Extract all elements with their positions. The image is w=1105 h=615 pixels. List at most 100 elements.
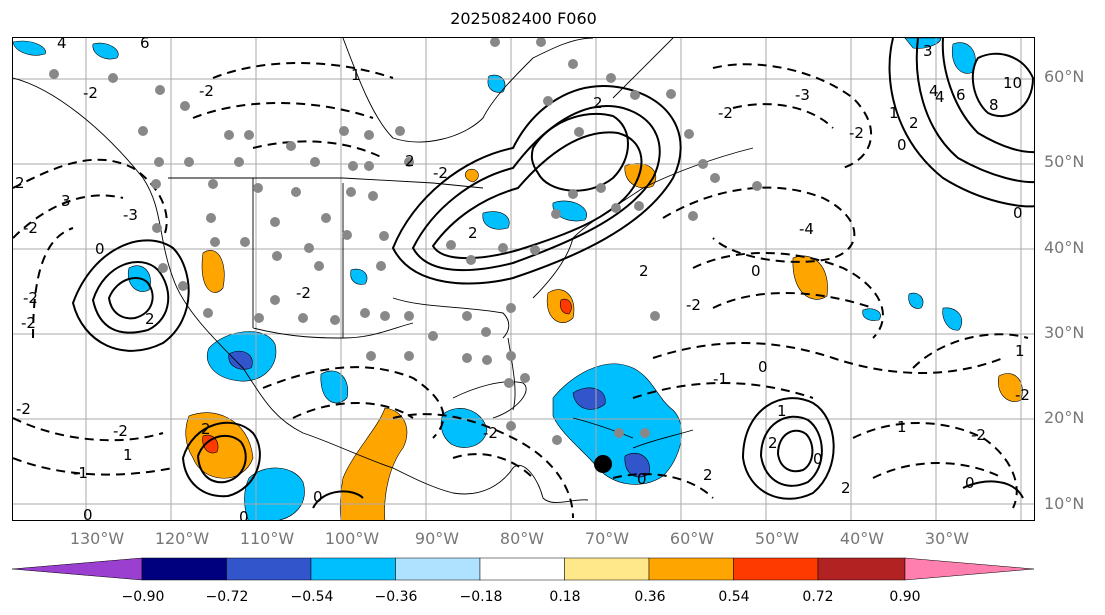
contour-lines [71,38,1034,509]
svg-text:0: 0 [965,474,975,492]
svg-text:-1: -1 [713,370,728,388]
lat-label-50n: 50°N [1044,152,1085,171]
svg-text:2: 2 [768,434,778,452]
dashed-contours [13,62,1029,519]
svg-text:2: 2 [145,310,155,328]
lon-label-90w: 90°W [414,529,460,548]
svg-text:10: 10 [1003,74,1022,92]
observation-dots [49,38,762,445]
lat-label-60n: 60°N [1044,67,1085,86]
svg-text:-3: -3 [795,86,810,104]
lon-label-30w: 30°W [924,529,970,548]
colorbar-swatch-2 [226,557,312,581]
colorbar-tick: 0.36 [634,589,666,605]
svg-text:0: 0 [751,262,761,280]
lon-label-40w: 40°W [839,529,885,548]
colorbar-swatch-8 [733,557,819,581]
svg-text:-3: -3 [123,206,138,224]
colorbar-swatch-9 [817,557,906,581]
svg-text:2: 2 [639,262,649,280]
svg-text:0: 0 [637,470,647,488]
svg-text:1: 1 [897,418,907,436]
map-canvas: 4 6 -2 -2 2 1 -2 2 -2 3 -3 -2 0 2 -2 2 -… [13,38,1034,521]
svg-text:-2: -2 [199,82,214,100]
svg-text:-2: -2 [971,426,986,444]
svg-text:0: 0 [95,240,105,258]
map-title: 2025082400 F060 [450,9,597,28]
svg-text:0: 0 [897,136,907,154]
colorbar-tick: 0.90 [889,589,921,605]
svg-text:-2: -2 [1015,386,1030,404]
svg-text:3: 3 [923,42,933,60]
svg-text:2: 2 [15,174,25,192]
svg-text:4: 4 [57,38,67,52]
svg-text:1: 1 [777,402,787,420]
svg-text:4: 4 [935,88,945,106]
svg-text:-1: -1 [73,464,88,482]
svg-text:-2: -2 [849,124,864,142]
svg-text:-2: -2 [483,424,498,442]
svg-text:-2: -2 [113,422,128,440]
svg-text:0: 0 [758,358,768,376]
svg-text:0: 0 [239,508,249,521]
graticule [13,38,1034,520]
svg-text:-2: -2 [21,314,36,332]
lat-label-40n: 40°N [1044,238,1085,257]
svg-text:2: 2 [468,224,478,242]
svg-text:-2: -2 [686,296,701,314]
colorbar-swatch-6 [564,557,650,581]
svg-text:-2: -2 [296,284,311,302]
colorbar-tick: −0.18 [459,589,503,605]
lon-label-70w: 70°W [584,529,630,548]
lon-label-50w: 50°W [754,529,800,548]
colorbar-swatch-4 [395,557,481,581]
colorbar-tick: 0.18 [549,589,581,605]
storm-center-marker [594,455,612,473]
svg-text:0: 0 [1013,204,1023,222]
colorbar-swatch-10 [904,557,1035,581]
colorbar-tick: −0.36 [374,589,418,605]
colorbar-swatch-5 [479,557,565,581]
svg-text:-2: -2 [718,104,733,122]
svg-text:-2: -2 [23,219,38,237]
svg-text:1: 1 [123,446,133,464]
lat-label-10n: 10°N [1044,494,1085,513]
svg-text:3: 3 [61,192,71,210]
svg-text:8: 8 [989,96,999,114]
lon-label-80w: 80°W [499,529,545,548]
map-panel[interactable]: 4 6 -2 -2 2 1 -2 2 -2 3 -3 -2 0 2 -2 2 -… [12,37,1035,521]
svg-text:4: 4 [929,82,939,100]
svg-text:-2: -2 [23,289,38,307]
colorbar-swatch-0 [12,557,143,581]
svg-text:-2: -2 [433,164,448,182]
lon-label-130w: 130°W [69,529,125,548]
svg-text:-2: -2 [83,84,98,102]
svg-text:1: 1 [351,66,361,84]
colorbar-tick: −0.54 [290,589,334,605]
lat-label-20n: 20°N [1044,408,1085,427]
svg-text:2: 2 [405,152,415,170]
lat-label-30n: 30°N [1044,323,1085,342]
svg-text:0: 0 [813,450,823,468]
svg-text:-2: -2 [16,400,31,418]
colorbar [12,557,1035,581]
colorbar-tick: 0.54 [718,589,750,605]
colorbar-swatch-3 [310,557,396,581]
lon-label-120w: 120°W [154,529,210,548]
lon-label-60w: 60°W [669,529,715,548]
svg-text:2: 2 [841,479,851,497]
colorbar-swatch-7 [648,557,734,581]
svg-text:6: 6 [140,38,150,52]
contour-labels: 4 6 -2 -2 2 1 -2 2 -2 3 -3 -2 0 2 -2 2 -… [15,38,1030,521]
shading-layer [13,38,1023,520]
lon-label-100w: 100°W [324,529,380,548]
lon-label-110w: 110°W [239,529,295,548]
svg-text:6: 6 [956,86,966,104]
svg-text:2: 2 [593,94,603,112]
svg-text:1: 1 [889,104,899,122]
svg-text:0: 0 [313,488,323,506]
colorbar-tick: 0.72 [802,589,834,605]
svg-text:0: 0 [83,506,93,521]
svg-text:1: 1 [1015,342,1025,360]
svg-text:2: 2 [201,420,211,438]
